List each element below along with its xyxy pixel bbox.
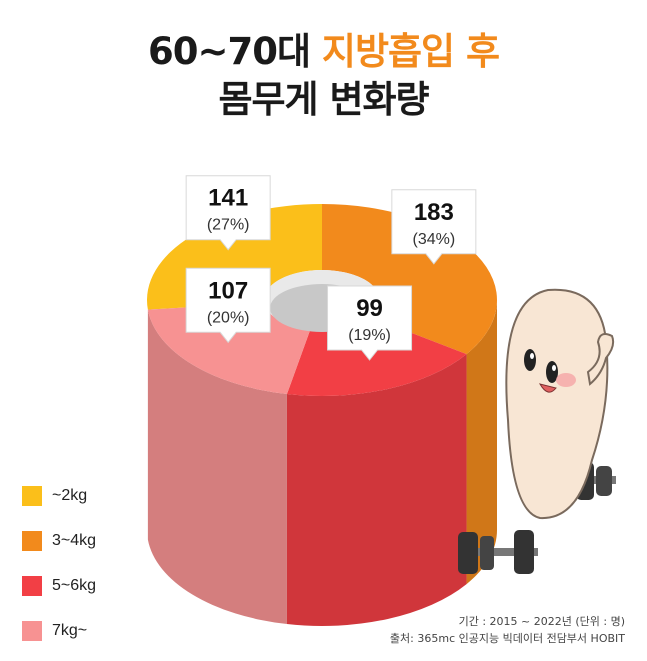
- title-highlight: 지방흡입 후: [321, 30, 500, 73]
- legend-label: 3~4kg: [52, 532, 97, 549]
- data-label-3~4kg: 183 (34%): [391, 189, 477, 265]
- label-callout: [185, 267, 271, 344]
- footer-source: 출처: 365mc 인공지능 빅데이터 전담부서 HOBIT: [389, 632, 625, 645]
- mascot-illustration: [458, 288, 616, 574]
- legend-label: 7kg~: [52, 622, 88, 639]
- footer: 기간 : 2015 ~ 2022년 (단위 : 명) 출처: 365mc 인공지…: [390, 613, 625, 647]
- label-callout: [185, 175, 271, 251]
- legend-swatch: [22, 576, 42, 596]
- value-label: 99: [356, 295, 383, 322]
- data-label-5~6kg: 99 (19%): [327, 285, 413, 361]
- title-line-1: 60~70대 지방흡입 후: [0, 28, 647, 76]
- slice-side-7kg~: [147, 309, 287, 625]
- percent-label: (27%): [207, 217, 250, 234]
- percent-label: (20%): [207, 309, 250, 326]
- percent-label: (19%): [348, 327, 391, 344]
- label-callout: [391, 189, 477, 265]
- legend-swatch: [22, 531, 42, 551]
- label-callout: [327, 285, 413, 361]
- value-label: 141: [208, 185, 248, 212]
- legend-swatch: [22, 621, 42, 641]
- slice-side-5~6kg: [286, 354, 467, 626]
- legend-swatch: [22, 486, 42, 506]
- legend-label: 5~6kg: [52, 577, 97, 594]
- value-label: 107: [208, 277, 248, 304]
- slice-side-3~4kg: [466, 300, 497, 585]
- chart-title: 60~70대 지방흡입 후 몸무게 변화량: [0, 28, 647, 124]
- data-label-~2kg: 141 (27%): [185, 175, 271, 251]
- footer-period: 기간 : 2015 ~ 2022년 (단위 : 명): [458, 615, 625, 628]
- data-label-7kg~: 107 (20%): [185, 267, 271, 344]
- value-label: 183: [414, 199, 454, 226]
- title-prefix: 60~70대: [148, 30, 322, 73]
- title-line-2: 몸무게 변화량: [218, 78, 429, 121]
- dumbbell-icon: [458, 530, 538, 574]
- percent-label: (34%): [413, 231, 456, 248]
- legend-label: ~2kg: [52, 487, 88, 504]
